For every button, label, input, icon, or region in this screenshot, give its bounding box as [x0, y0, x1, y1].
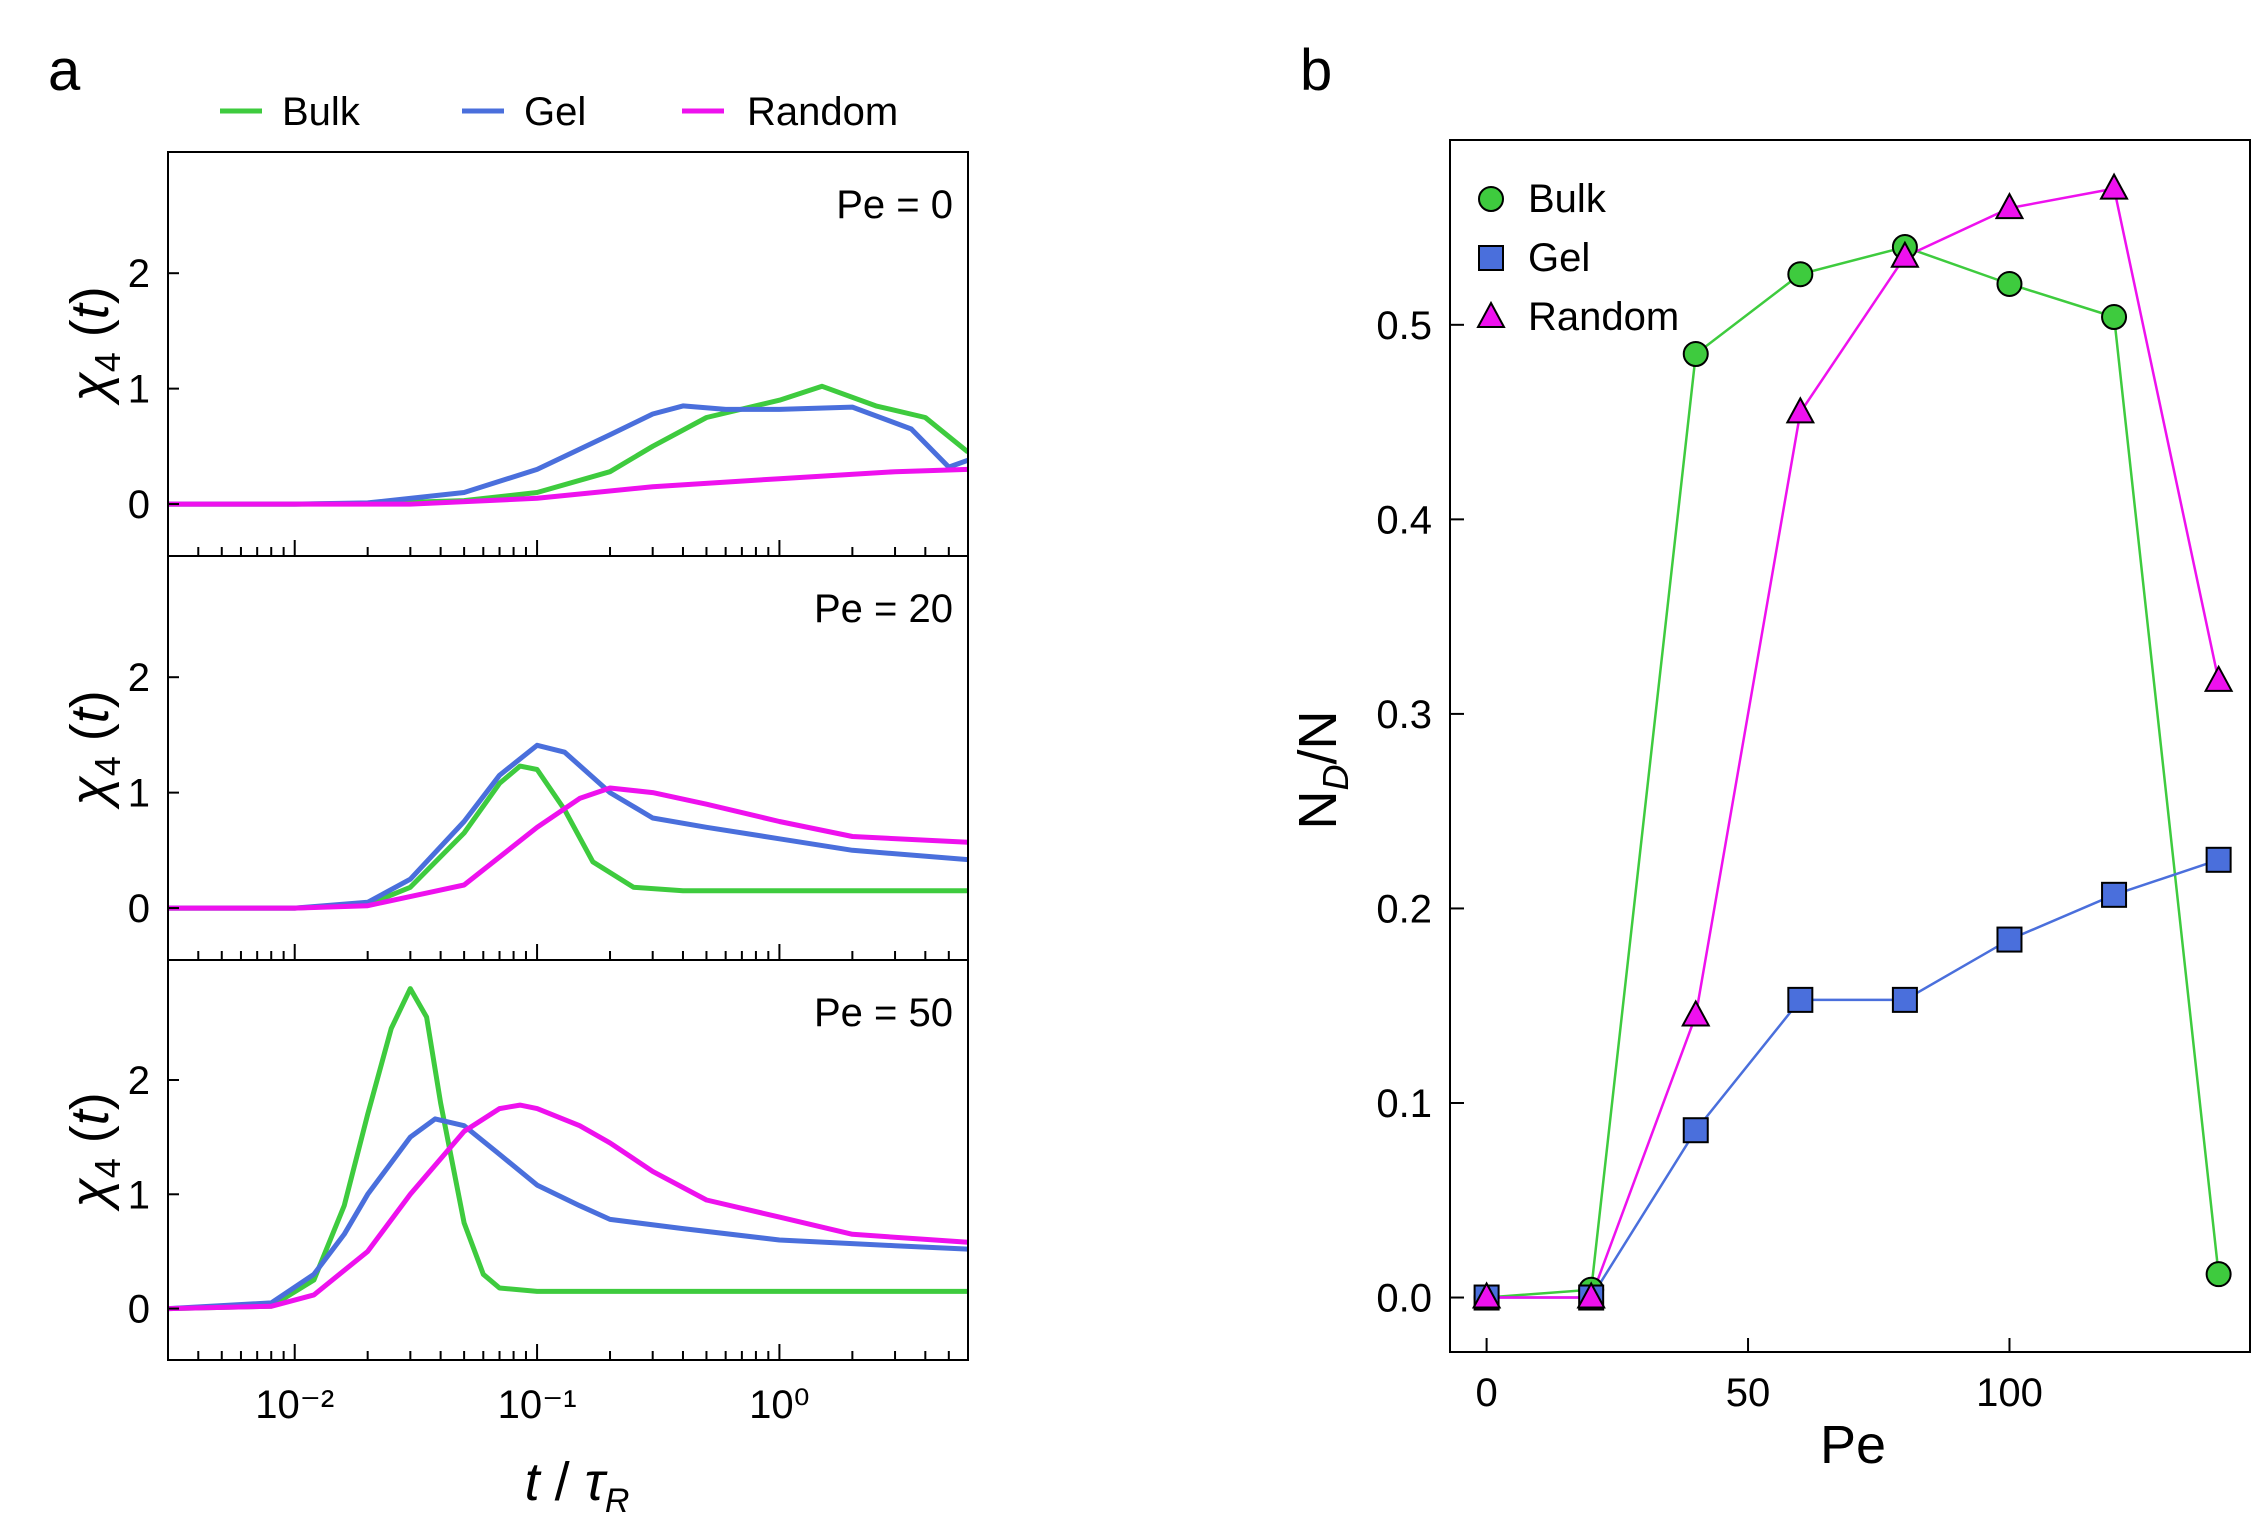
series-random-line	[168, 785, 968, 911]
series-gel-point	[1682, 1117, 1709, 1144]
legend-marker-gel	[1478, 245, 1504, 271]
series-random-point	[1785, 396, 1816, 424]
series-bulk-point	[1682, 340, 1709, 367]
pe-annotation: Pe = 50	[814, 991, 953, 1035]
y-tick-label: 1	[128, 772, 150, 816]
series-bulk-point	[2101, 304, 2128, 331]
y-tick-label: 0.3	[1376, 693, 1432, 737]
legend-label-gel: Gel	[1528, 236, 1590, 280]
chi4-panel: 0 1 2 Pe = 0 0 1 2 Pe = 20 0 1 2 Pe = 50 10⁻² 10⁻¹ 10⁰	[128, 151, 969, 1427]
y-tick-label: 0	[128, 887, 150, 931]
series-random-point	[1681, 999, 1711, 1027]
series-random-line	[168, 1102, 968, 1312]
x-tick-label: 100	[1976, 1371, 2043, 1415]
series-gel-point	[2205, 846, 2232, 873]
legend-label-bulk: Bulk	[282, 90, 361, 134]
series-bulk-line	[168, 986, 968, 1312]
x-tick-label: 0	[1475, 1371, 1497, 1415]
y-tick-label: 2	[128, 252, 150, 296]
y-axis-title-b: ND/N	[1288, 711, 1356, 830]
pe-annotation: Pe = 0	[836, 183, 953, 227]
panel-label-a: a	[48, 38, 81, 103]
y-tick-label: 0.1	[1376, 1082, 1432, 1126]
series-random-point	[2099, 172, 2129, 200]
series-gel-point	[1787, 986, 1814, 1013]
x-tick-label: 10⁻²	[255, 1383, 334, 1427]
series-bulk-line	[168, 383, 968, 507]
series-random-point	[2203, 664, 2234, 692]
legend-marker-random	[1476, 300, 1506, 328]
series-random-line	[168, 466, 968, 507]
series-random-point	[1994, 191, 2025, 220]
series-random-point	[1890, 240, 1920, 268]
legend-label-random: Random	[1528, 295, 1679, 339]
series-gel-line	[1486, 858, 2219, 1299]
plot-frame	[167, 959, 969, 1361]
series-random-point	[1576, 1281, 1606, 1309]
y-tick-label: 0.5	[1376, 304, 1432, 348]
y-tick-label: 2	[128, 1059, 150, 1103]
y-axis-title-a: χ4 (t)	[60, 286, 128, 406]
y-tick-label: 0.4	[1376, 498, 1432, 542]
series-bulk-point	[1787, 261, 1814, 288]
y-tick-label: 0.2	[1376, 887, 1432, 931]
y-tick-label: 0	[128, 483, 150, 527]
series-random-line	[1486, 187, 2220, 1299]
chi4-subplot-1: 0 1 2 Pe = 20	[128, 555, 969, 961]
y-axis-title-a: χ4 (t)	[60, 690, 128, 810]
legend-b: Bulk Gel Random	[1476, 177, 1679, 339]
plot-frame	[1449, 139, 2251, 1353]
series-bulk-point	[2205, 1261, 2232, 1288]
legend-label-bulk: Bulk	[1528, 177, 1607, 221]
series-gel-point	[1891, 986, 1918, 1013]
chi4-subplot-0: 0 1 2 Pe = 0	[128, 151, 969, 557]
x-axis-title-b: Pe	[1820, 1415, 1886, 1475]
legend-top: Bulk Gel Random	[220, 90, 898, 134]
legend-marker-bulk	[1478, 186, 1504, 212]
series-bulk-line	[1486, 245, 2220, 1299]
series-random-point	[1471, 1281, 1502, 1309]
pe-annotation: Pe = 20	[814, 587, 953, 631]
series-gel-line	[168, 1116, 968, 1312]
chi4-subplot-2: 0 1 2 Pe = 50	[128, 959, 969, 1361]
nd-panel: 0.0 0.1 0.2 0.3 0.4 0.5 0 50 100 Bulk Gel Random	[1376, 139, 2251, 1415]
legend-label-random: Random	[747, 90, 898, 134]
series-gel-line	[168, 742, 968, 911]
x-tick-label: 10⁻¹	[498, 1383, 577, 1427]
y-tick-label: 1	[128, 368, 150, 412]
y-tick-label: 0	[128, 1288, 150, 1332]
series-gel-line	[168, 403, 968, 507]
series-bulk-point	[1996, 270, 2023, 297]
series-gel-point	[1996, 926, 2023, 953]
x-axis-title-a: t / τR	[525, 1452, 630, 1520]
chi4-ylabels: χ4 (t) χ4 (t) χ4 (t)	[60, 286, 128, 1212]
series-gel-point	[2101, 881, 2128, 908]
legend-label-gel: Gel	[524, 90, 586, 134]
panel-label-b: b	[1300, 38, 1332, 103]
y-tick-label: 2	[128, 656, 150, 700]
y-tick-label: 1	[128, 1173, 150, 1217]
y-tick-label: 0.0	[1376, 1277, 1432, 1321]
y-axis-title-a: χ4 (t)	[60, 1092, 128, 1212]
x-tick-label: 10⁰	[749, 1383, 810, 1427]
x-tick-label: 50	[1726, 1371, 1771, 1415]
